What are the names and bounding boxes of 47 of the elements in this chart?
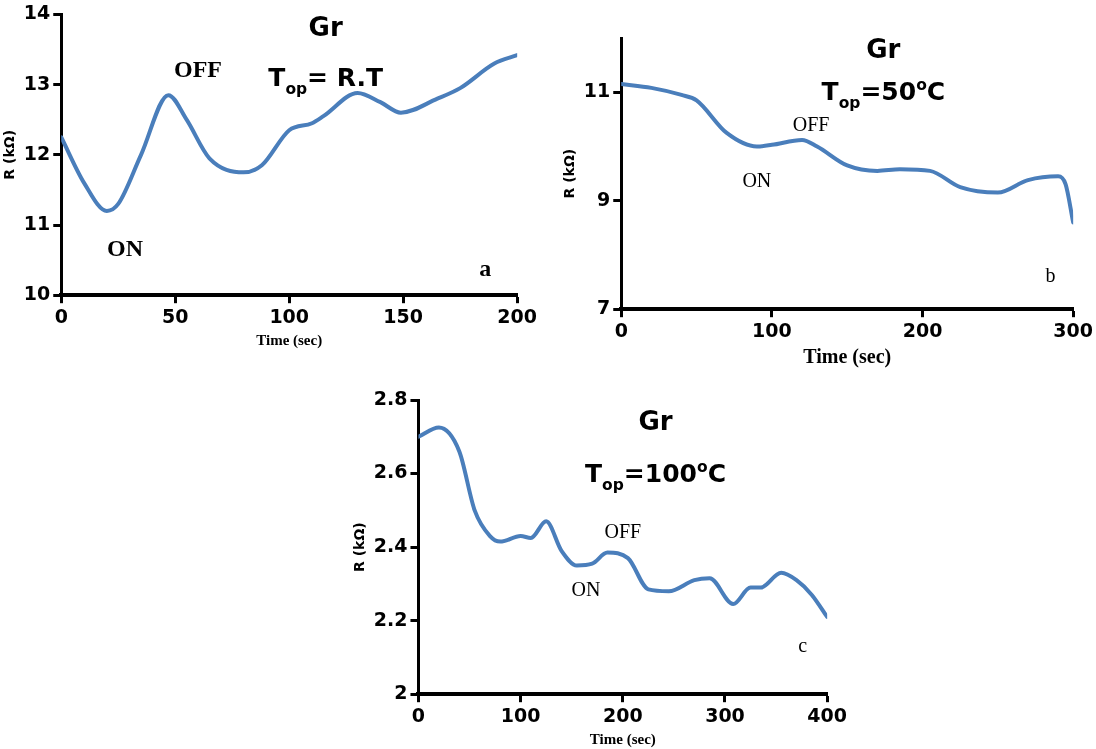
y-tick-label: 11 xyxy=(23,211,51,234)
y-tick-label: 2.6 xyxy=(373,460,408,483)
x-tick-label: 200 xyxy=(497,304,538,327)
x-tick-label: 300 xyxy=(705,703,745,726)
y-tick-label: 13 xyxy=(23,71,51,94)
y-tick-label: 11 xyxy=(583,79,611,102)
y-tick-label: 2 xyxy=(394,681,408,704)
annotation: ON xyxy=(742,168,772,191)
x-tick-label: 300 xyxy=(1053,318,1094,341)
x-axis-title: Time (sec) xyxy=(803,345,892,369)
y-tick-label: 14 xyxy=(23,1,51,24)
x-tick-label: 200 xyxy=(902,318,943,341)
annotation: OFF xyxy=(792,113,830,136)
x-axis-title: Time (sec) xyxy=(256,331,323,349)
y-axis-title: R (kΩ) xyxy=(351,522,368,572)
line-series xyxy=(621,82,1074,225)
y-axis-title: R (kΩ) xyxy=(1,129,18,180)
y-tick-label: 10 xyxy=(23,282,51,305)
x-tick-label: 100 xyxy=(269,304,310,327)
x-tick-label: 150 xyxy=(383,304,424,327)
y-axis-title: R (kΩ) xyxy=(561,148,578,199)
x-tick-label: 0 xyxy=(411,703,426,726)
x-tick-label: 100 xyxy=(500,703,541,726)
annotation: a xyxy=(479,255,492,282)
x-tick-label: 50 xyxy=(162,304,189,327)
y-tick-label: 7 xyxy=(597,296,611,319)
annotation: c xyxy=(798,634,808,657)
x-tick-label: 200 xyxy=(602,703,643,726)
annotation: OFF xyxy=(604,519,642,542)
x-tick-label: 0 xyxy=(614,318,628,341)
y-tick-label: 2.4 xyxy=(373,534,408,557)
annotation: OFF xyxy=(174,55,223,82)
chart-title: Gr xyxy=(638,406,673,436)
chart-title: Gr xyxy=(308,12,343,43)
x-tick-label: 400 xyxy=(807,703,848,726)
chart-title: Gr xyxy=(866,34,901,64)
x-axis-title: Time (sec) xyxy=(589,730,656,748)
line-series xyxy=(61,53,518,213)
y-tick-label: 2.8 xyxy=(373,386,408,409)
y-tick-label: 2.2 xyxy=(373,607,408,630)
annotation: ON xyxy=(107,235,144,262)
y-tick-label: 12 xyxy=(23,141,51,164)
x-tick-label: 0 xyxy=(54,304,68,327)
annotation: b xyxy=(1045,263,1056,286)
y-tick-label: 9 xyxy=(597,187,611,210)
x-tick-label: 100 xyxy=(752,318,792,341)
annotation: ON xyxy=(571,578,601,601)
